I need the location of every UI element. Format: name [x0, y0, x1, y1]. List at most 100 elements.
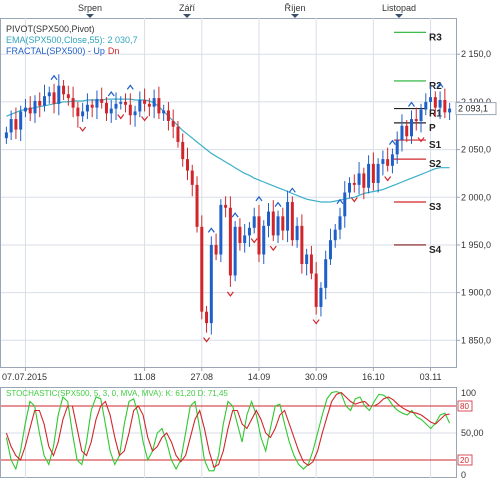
candle[interactable] [157, 86, 161, 120]
candle[interactable] [247, 222, 251, 247]
candle[interactable] [300, 214, 304, 274]
candle[interactable] [443, 88, 447, 119]
candle[interactable] [214, 233, 218, 261]
candle[interactable] [147, 98, 151, 117]
candle[interactable] [438, 91, 442, 120]
candle[interactable] [424, 93, 428, 116]
candle[interactable] [314, 262, 318, 315]
candle[interactable] [85, 93, 89, 120]
candle[interactable] [328, 228, 332, 265]
price-axis[interactable]: 1 850,0 1 900,0 1 950,0 2 000,0 2 050,0 2 100… [456, 49, 491, 345]
candle[interactable] [190, 164, 194, 197]
candle[interactable] [429, 85, 433, 110]
candle[interactable] [181, 133, 185, 167]
candle[interactable] [81, 102, 85, 122]
candle[interactable] [238, 218, 242, 251]
candle[interactable] [104, 97, 108, 121]
candle[interactable] [119, 96, 123, 110]
candle[interactable] [414, 107, 418, 131]
candle[interactable] [52, 83, 56, 114]
candle[interactable] [262, 220, 266, 265]
candle[interactable] [128, 93, 132, 125]
candle[interactable] [57, 74, 61, 116]
candle[interactable] [209, 236, 213, 335]
candle[interactable] [352, 174, 356, 193]
candle[interactable] [309, 245, 313, 280]
candle[interactable] [95, 90, 99, 120]
candle[interactable] [281, 207, 285, 241]
candle[interactable] [405, 120, 409, 142]
candle[interactable] [76, 101, 80, 128]
candle[interactable] [219, 199, 223, 263]
candle[interactable] [90, 99, 94, 118]
candle[interactable] [376, 158, 380, 193]
candle[interactable] [228, 196, 232, 287]
candle[interactable] [224, 196, 228, 218]
candle[interactable] [38, 92, 42, 118]
candle[interactable] [286, 190, 290, 243]
candle[interactable] [176, 120, 180, 148]
candle[interactable] [267, 202, 271, 238]
candle[interactable] [200, 215, 204, 320]
candle[interactable] [19, 105, 23, 142]
candle[interactable] [166, 101, 170, 131]
candle[interactable] [185, 147, 189, 181]
candle[interactable] [162, 104, 166, 121]
candle[interactable] [386, 147, 390, 172]
candle[interactable] [362, 167, 366, 200]
candle[interactable] [319, 282, 323, 317]
candle[interactable] [357, 161, 361, 195]
candle[interactable] [257, 204, 261, 263]
candle[interactable] [171, 109, 175, 139]
candle[interactable] [195, 176, 199, 233]
candle[interactable] [233, 221, 237, 282]
candle[interactable] [9, 110, 13, 141]
candle[interactable] [143, 88, 147, 112]
candle[interactable] [14, 107, 18, 140]
date-axis[interactable]: 07.07.2015 11.08 27.08 14.09 30.09 16.10 03.11 [2, 367, 441, 382]
candle[interactable] [367, 155, 371, 194]
candle[interactable] [124, 93, 128, 113]
candle[interactable] [71, 86, 75, 118]
candle[interactable] [338, 207, 342, 240]
candle[interactable] [409, 110, 413, 144]
candle[interactable] [271, 200, 275, 242]
candle[interactable] [295, 217, 299, 248]
candle[interactable] [43, 84, 47, 112]
candle[interactable] [66, 85, 70, 106]
candle[interactable] [305, 248, 309, 276]
stochastic-axis[interactable]: 100 50,00 0 80 20 [457, 388, 484, 480]
candle[interactable] [433, 91, 437, 118]
candle[interactable] [100, 87, 104, 109]
candle[interactable] [62, 79, 66, 101]
candle[interactable] [343, 181, 347, 228]
candle[interactable] [381, 150, 385, 176]
candle[interactable] [138, 91, 142, 118]
candle[interactable] [448, 102, 452, 121]
candle-body [286, 202, 290, 231]
candle[interactable] [205, 305, 209, 333]
candle[interactable] [23, 99, 27, 118]
candle[interactable] [324, 250, 328, 300]
candle[interactable] [333, 223, 337, 248]
candle[interactable] [28, 96, 32, 121]
candle[interactable] [419, 103, 423, 133]
candle[interactable] [400, 114, 404, 152]
candle[interactable] [276, 210, 280, 244]
candle[interactable] [109, 100, 113, 123]
candle[interactable] [348, 177, 352, 199]
candle[interactable] [114, 92, 118, 121]
candle[interactable] [390, 148, 394, 174]
candle[interactable] [47, 86, 51, 104]
candle[interactable] [371, 152, 375, 191]
candle[interactable] [4, 126, 8, 144]
candle[interactable] [133, 105, 137, 127]
candlesticks[interactable] [4, 74, 452, 335]
candle[interactable] [290, 196, 294, 246]
candle[interactable] [33, 95, 37, 123]
candle[interactable] [152, 89, 156, 119]
candle[interactable] [243, 223, 247, 253]
candle[interactable] [395, 131, 399, 164]
candle[interactable] [252, 207, 256, 234]
